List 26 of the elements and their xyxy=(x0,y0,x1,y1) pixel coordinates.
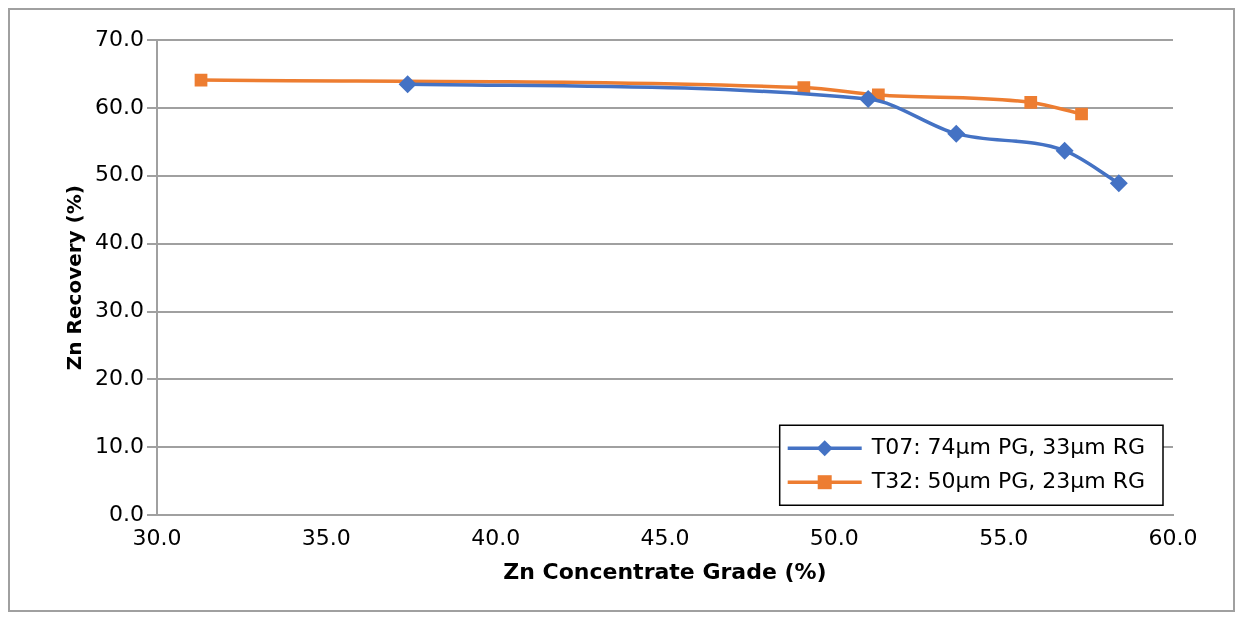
y-tick-label: 20.0 xyxy=(95,365,144,391)
point xyxy=(1024,96,1038,109)
point xyxy=(1075,107,1088,121)
x-tick-label: 40.0 xyxy=(471,525,521,551)
legend-label: T07: 74µm PG, 33µm RG xyxy=(870,433,1146,459)
y-tick-label: 70.0 xyxy=(95,25,144,51)
point xyxy=(859,90,878,109)
x-tick-label: 30.0 xyxy=(132,525,182,551)
y-tick-label: 40.0 xyxy=(95,229,144,255)
point xyxy=(398,75,417,94)
x-tick-label: 50.0 xyxy=(809,525,859,551)
legend-label: T32: 50µm PG, 23µm RG xyxy=(870,467,1146,493)
point xyxy=(1109,174,1128,193)
x-axis-title: Zn Concentrate Grade (%) xyxy=(503,558,827,584)
y-tick-label: 60.0 xyxy=(95,93,144,119)
x-tick-label: 60.0 xyxy=(1148,525,1198,551)
x-tick-label: 45.0 xyxy=(640,525,690,551)
x-tick-label: 35.0 xyxy=(301,525,351,551)
y-tick-label: 50.0 xyxy=(95,161,144,187)
y-tick-label: 0.0 xyxy=(108,500,144,526)
point xyxy=(947,124,966,143)
y-tick-label: 30.0 xyxy=(95,297,144,323)
point xyxy=(1055,141,1074,160)
y-axis-title: Zn Recovery (%) xyxy=(62,185,87,371)
x-tick-label: 55.0 xyxy=(979,525,1029,551)
y-tick-label: 10.0 xyxy=(95,433,144,459)
